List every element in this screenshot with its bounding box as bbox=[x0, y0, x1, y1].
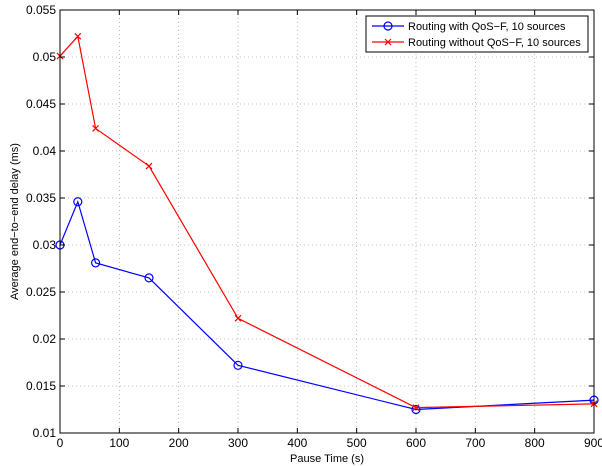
y-tick-label: 0.02 bbox=[33, 332, 57, 346]
x-tick-label: 500 bbox=[347, 436, 367, 450]
series-layer bbox=[55, 32, 599, 415]
x-tick-label: 700 bbox=[465, 436, 485, 450]
plot-frame bbox=[59, 9, 595, 434]
y-tick-label: 0.015 bbox=[26, 379, 56, 393]
y-tick-label: 0.04 bbox=[33, 144, 57, 158]
series-1-point bbox=[73, 197, 83, 207]
x-tick-label: 300 bbox=[228, 436, 248, 450]
y-tick-label: 0.035 bbox=[26, 191, 56, 205]
x-axis-label: Pause Time (s) bbox=[290, 453, 364, 465]
series-1-point bbox=[144, 273, 154, 283]
y-axis-label: Average end−to−end delay (ms) bbox=[9, 143, 21, 300]
series-2-point bbox=[74, 32, 82, 40]
series-1-point bbox=[233, 360, 243, 370]
x-tick-label: 800 bbox=[525, 436, 545, 450]
series-2-point bbox=[412, 404, 420, 412]
y-tick-label: 0.055 bbox=[26, 3, 56, 17]
y-tick-label: 0.045 bbox=[26, 97, 56, 111]
x-tick-label: 0 bbox=[57, 436, 64, 450]
axis-ticks: 0 100 200 300 400 500 600 700 800 900 0.01 0.015 0.0… bbox=[26, 3, 602, 450]
legend-marker-series-1 bbox=[383, 21, 393, 31]
x-tick-label: 600 bbox=[406, 436, 426, 450]
legend-box bbox=[365, 15, 589, 53]
y-tick-label: 0.025 bbox=[26, 285, 56, 299]
series-1-point bbox=[411, 404, 421, 415]
series-2-point bbox=[145, 162, 153, 170]
x-tick-label: 200 bbox=[169, 436, 189, 450]
y-tick-label: 0.01 bbox=[33, 426, 57, 440]
x-tick-label: 400 bbox=[287, 436, 307, 450]
legend-marker-series-2 bbox=[384, 38, 392, 46]
series-1-point bbox=[90, 258, 101, 268]
y-tick-label: 0.05 bbox=[33, 50, 57, 64]
legend: Routing with QoS−F, 10 sources Routing w… bbox=[365, 15, 589, 53]
y-tick-label: 0.03 bbox=[33, 238, 57, 252]
legend-label-series-2: Routing without QoS−F, 10 sources bbox=[408, 37, 581, 49]
x-tick-label: 100 bbox=[109, 436, 129, 450]
series-2-point bbox=[92, 125, 100, 132]
series-1-line bbox=[59, 199, 595, 411]
legend-label-series-1: Routing with QoS−F, 10 sources bbox=[408, 21, 566, 33]
series-2-point bbox=[234, 314, 242, 322]
grid-lines bbox=[60, 10, 594, 433]
x-tick-label: 900 bbox=[584, 436, 602, 450]
plot-area bbox=[60, 10, 594, 433]
